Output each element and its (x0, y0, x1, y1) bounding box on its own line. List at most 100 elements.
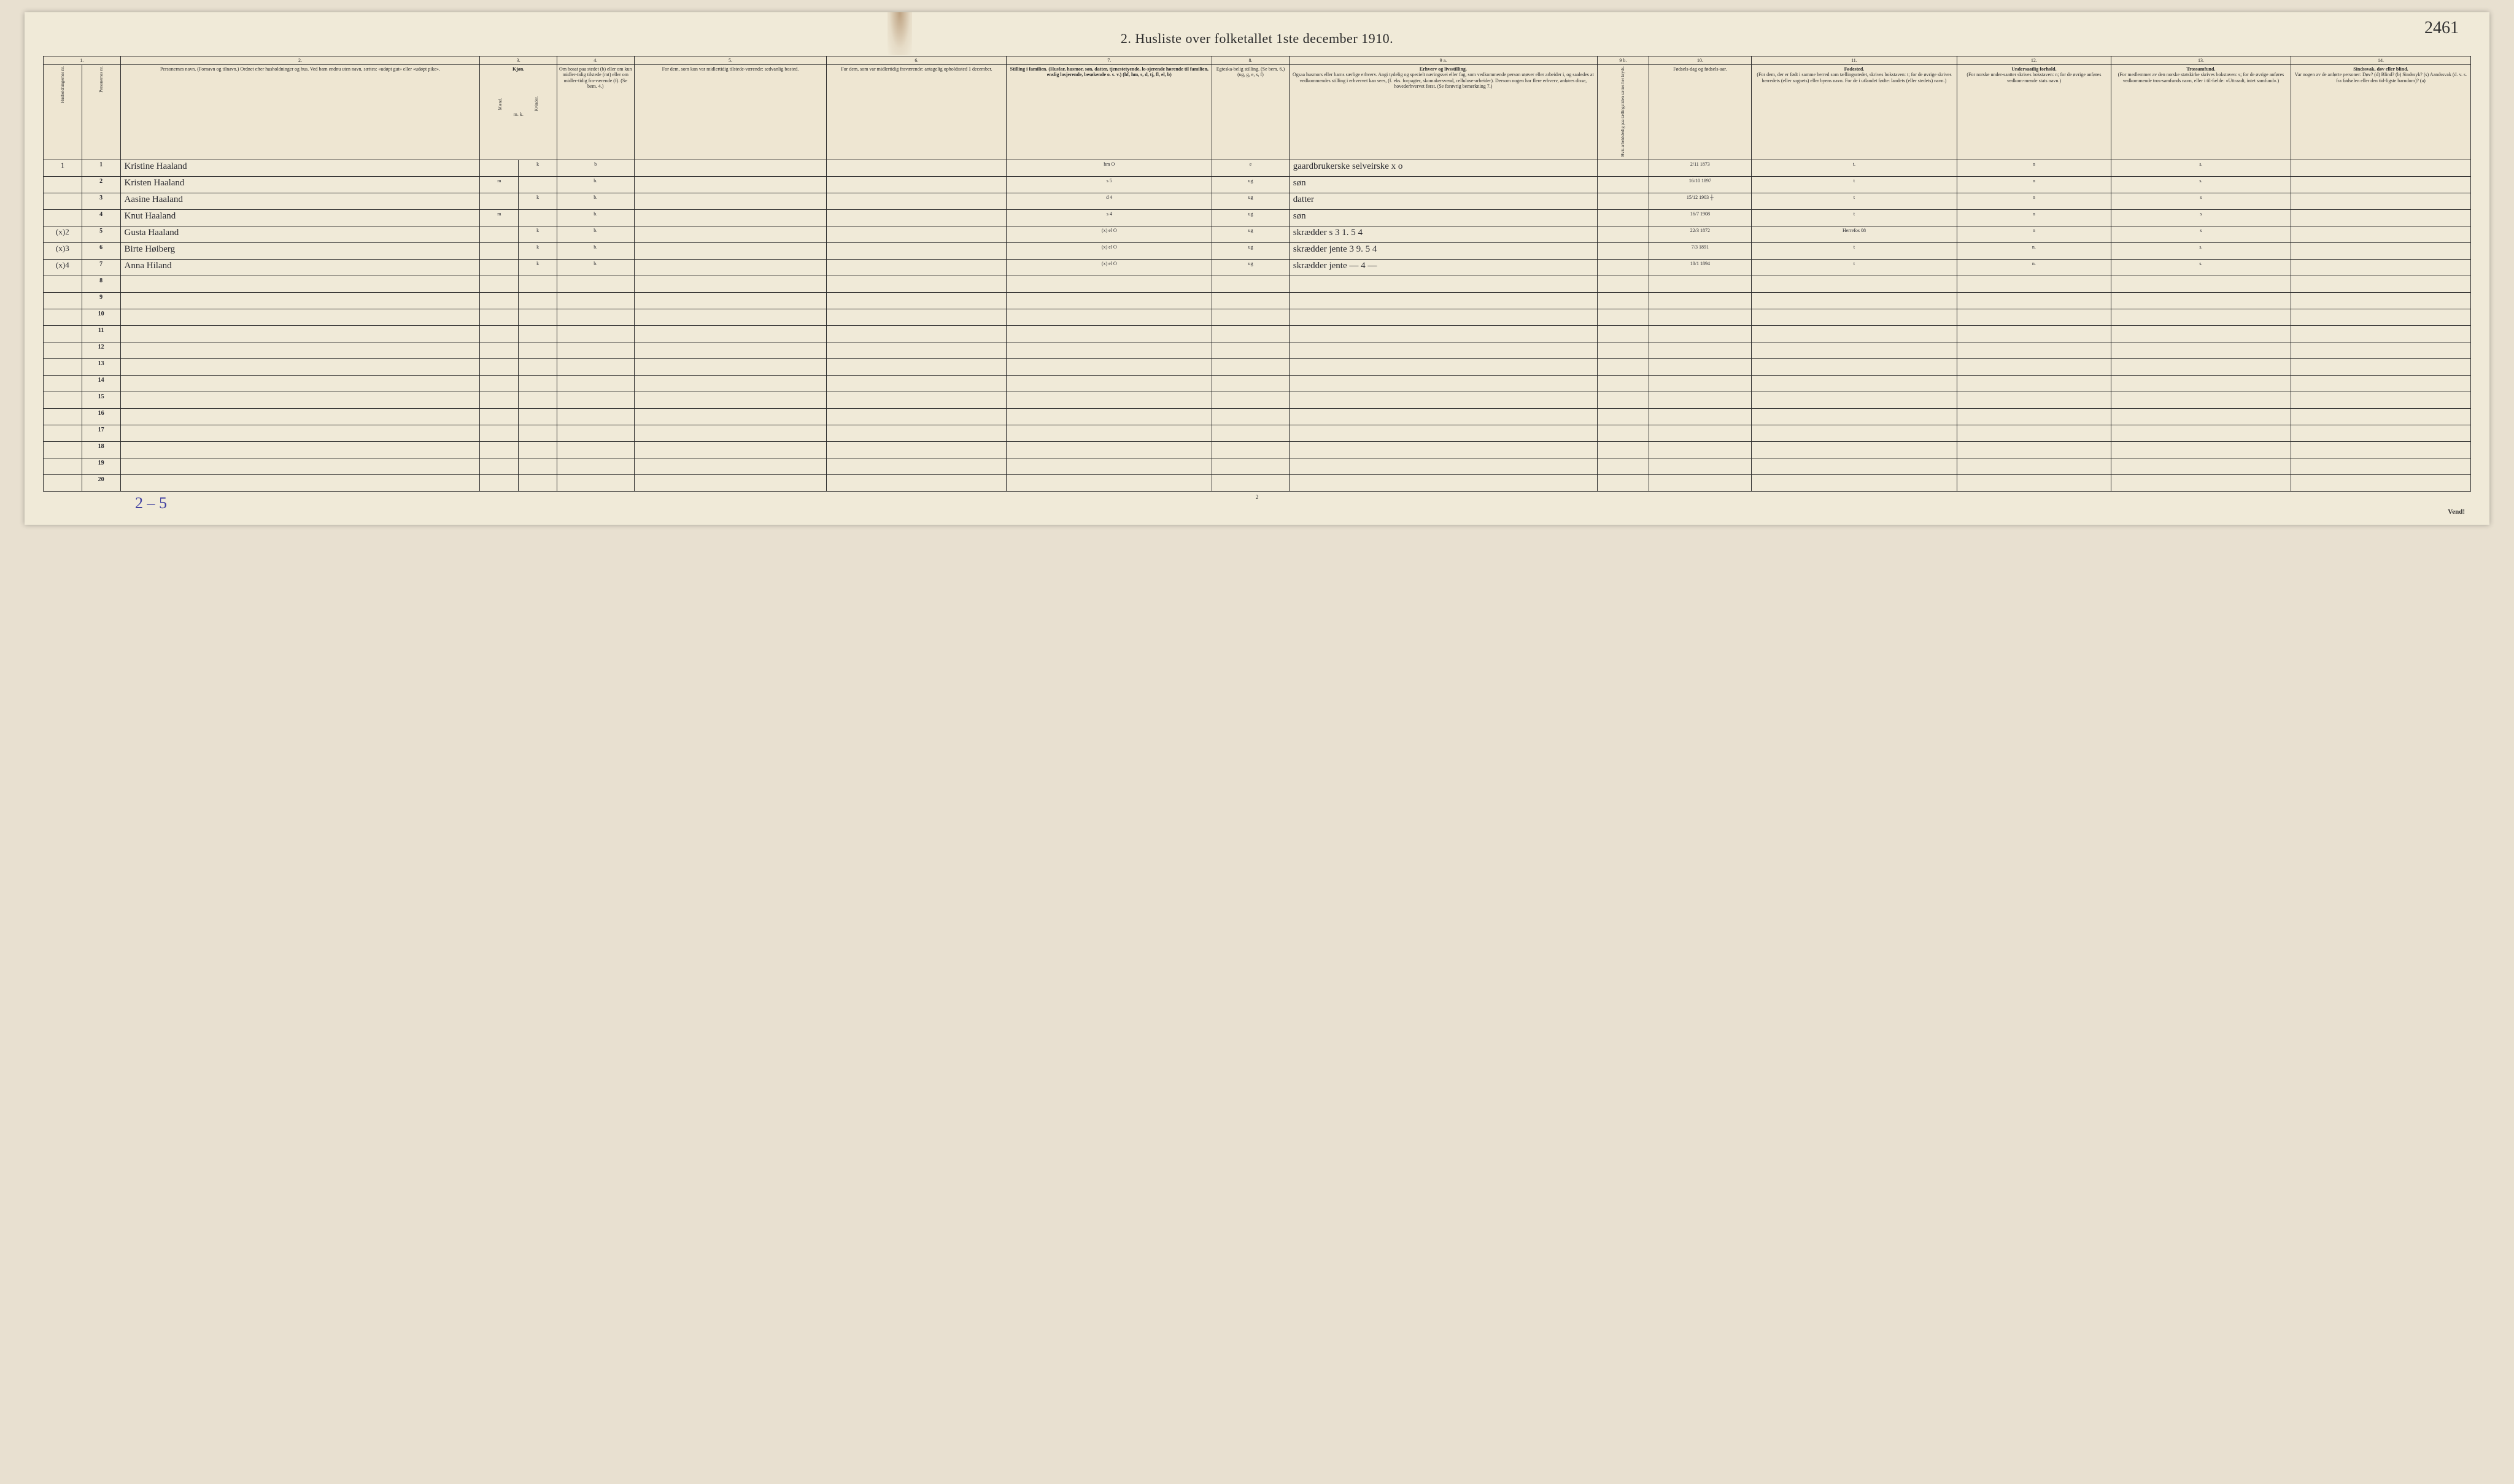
empty-cell (2111, 292, 2291, 309)
empty-cell (827, 441, 1007, 458)
colnum-14: 14. (2291, 56, 2470, 65)
residence-status: b. (557, 209, 634, 226)
empty-cell (1597, 474, 1649, 491)
person-number: 14 (82, 375, 120, 392)
empty-cell (557, 325, 634, 342)
empty-cell (1597, 276, 1649, 292)
sex-k: k (519, 242, 557, 259)
marital-status: ug (1212, 259, 1290, 276)
table-row: 14 (44, 375, 2471, 392)
table-row: 9 (44, 292, 2471, 309)
empty-cell (2111, 309, 2291, 325)
column-number-row: 1. 2. 3. 4. 5. 6. 7. 8. 9 a. 9 b. 10. 11… (44, 56, 2471, 65)
empty-cell (1212, 458, 1290, 474)
empty-cell (1649, 292, 1751, 309)
empty-cell (1597, 441, 1649, 458)
table-row: 19 (44, 458, 2471, 474)
nationality: n (1957, 193, 2111, 209)
empty-cell (634, 392, 827, 408)
sex-k (519, 176, 557, 193)
empty-cell (1212, 441, 1290, 458)
empty-cell (1597, 309, 1649, 325)
family-position: (x) el O (1007, 259, 1212, 276)
marital-status: ug (1212, 209, 1290, 226)
religion: s. (2111, 160, 2291, 176)
empty-cell (1649, 309, 1751, 325)
empty-cell (519, 458, 557, 474)
empty-cell (1752, 474, 1957, 491)
family-position: d 4 (1007, 193, 1212, 209)
empty-cell (2111, 474, 2291, 491)
household-margin (44, 276, 82, 292)
empty-cell (1752, 276, 1957, 292)
empty-cell (480, 309, 519, 325)
hdr-5: For dem, som kun var midlertidig tilsted… (634, 65, 827, 160)
empty-cell (634, 325, 827, 342)
residence-status: b. (557, 226, 634, 242)
table-row: 11 (44, 325, 2471, 342)
hdr-1b: Personernes nr. (82, 65, 120, 160)
empty-cell (519, 309, 557, 325)
colnum-1: 1. (44, 56, 121, 65)
empty-cell (1007, 358, 1212, 375)
disability (2291, 259, 2470, 276)
hdr-10: Fødsels-dag og fødsels-aar. (1649, 65, 1751, 160)
colnum-9a: 9 a. (1289, 56, 1597, 65)
birthplace: t. (1752, 160, 1957, 176)
disability (2291, 226, 2470, 242)
religion: s (2111, 209, 2291, 226)
col6-cell (827, 160, 1007, 176)
col6-cell (827, 209, 1007, 226)
empty-cell (1212, 474, 1290, 491)
birth-date: 16/7 1908 (1649, 209, 1751, 226)
empty-cell (2111, 358, 2291, 375)
table-row: (x)25Gusta Haalandkb.(x) el Ougskrædder … (44, 226, 2471, 242)
person-number: 17 (82, 425, 120, 441)
birthplace: t (1752, 209, 1957, 226)
empty-cell (1649, 392, 1751, 408)
empty-cell (2291, 441, 2470, 458)
marital-status: ug (1212, 176, 1290, 193)
empty-cell (1007, 309, 1212, 325)
sex-m (480, 193, 519, 209)
empty-cell (1289, 358, 1597, 375)
residence-status: b. (557, 259, 634, 276)
empty-cell (120, 392, 480, 408)
person-number: 6 (82, 242, 120, 259)
empty-cell (1752, 325, 1957, 342)
empty-cell (1289, 474, 1597, 491)
empty-cell (1212, 325, 1290, 342)
occupation: skrædder jente 3 9. 5 4 (1289, 242, 1597, 259)
unemployed (1597, 226, 1649, 242)
census-page: 2461 2. Husliste over folketallet 1ste d… (25, 12, 2489, 525)
household-margin (44, 292, 82, 309)
empty-cell (634, 342, 827, 358)
table-body: 11Kristine Haalandkbhm Oegaardbrukerske … (44, 160, 2471, 491)
empty-cell (557, 458, 634, 474)
empty-cell (1289, 458, 1597, 474)
empty-cell (1957, 474, 2111, 491)
sex-k: k (519, 226, 557, 242)
empty-cell (1597, 325, 1649, 342)
empty-cell (1597, 375, 1649, 392)
household-margin (44, 342, 82, 358)
empty-cell (1289, 342, 1597, 358)
empty-cell (1649, 342, 1751, 358)
empty-cell (480, 375, 519, 392)
person-number: 2 (82, 176, 120, 193)
empty-cell (557, 408, 634, 425)
empty-cell (634, 441, 827, 458)
religion: s (2111, 193, 2291, 209)
empty-cell (1289, 325, 1597, 342)
colnum-10: 10. (1649, 56, 1751, 65)
empty-cell (634, 358, 827, 375)
empty-cell (1212, 276, 1290, 292)
household-margin (44, 325, 82, 342)
disability (2291, 242, 2470, 259)
empty-cell (2291, 474, 2470, 491)
colnum-11: 11. (1752, 56, 1957, 65)
empty-cell (2291, 375, 2470, 392)
sex-m (480, 259, 519, 276)
table-row: (x)36Birte Høibergkb.(x) el Ougskrædder … (44, 242, 2471, 259)
colnum-7: 7. (1007, 56, 1212, 65)
